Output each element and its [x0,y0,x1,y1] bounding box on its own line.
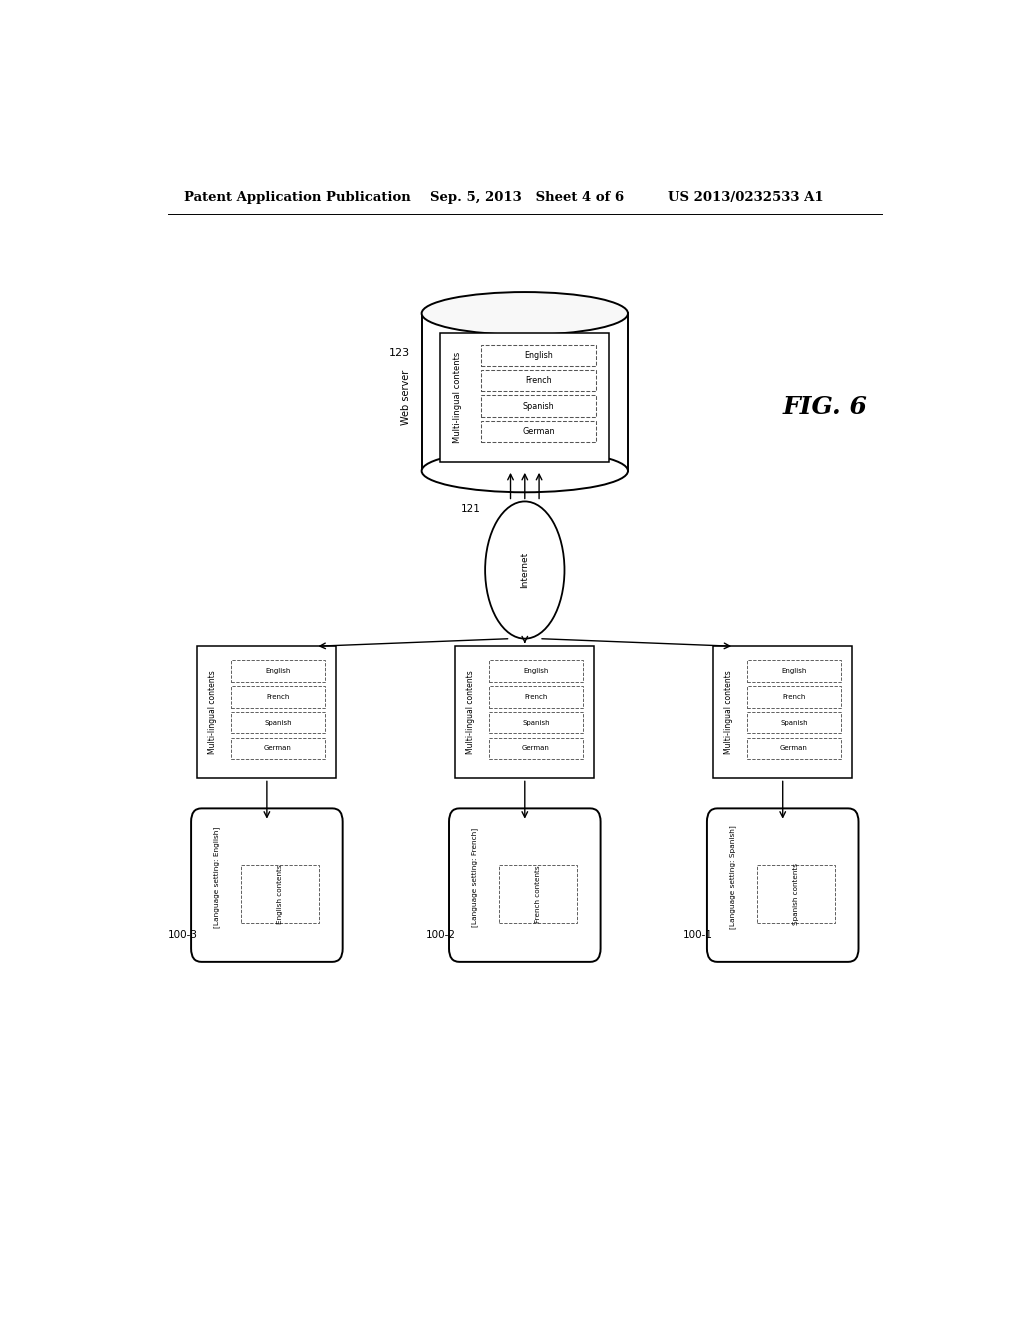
Text: Spanish: Spanish [264,719,292,726]
Text: French: French [524,694,548,700]
Text: German: German [522,746,550,751]
Text: English: English [781,668,807,675]
Text: Sep. 5, 2013   Sheet 4 of 6: Sep. 5, 2013 Sheet 4 of 6 [430,190,624,203]
Ellipse shape [485,502,564,639]
Text: Web server: Web server [400,370,411,425]
FancyBboxPatch shape [488,711,583,734]
Text: German: German [780,746,808,751]
Text: 100-1: 100-1 [683,929,714,940]
FancyBboxPatch shape [230,711,326,734]
Text: French contents: French contents [535,865,541,923]
Text: Multi-lingual contents: Multi-lingual contents [208,671,217,754]
FancyBboxPatch shape [230,686,326,708]
Text: Spanish: Spanish [522,401,554,411]
Text: Spanish: Spanish [522,719,550,726]
FancyBboxPatch shape [746,660,841,682]
Text: Multi-lingual contents: Multi-lingual contents [466,671,475,754]
FancyBboxPatch shape [481,345,596,366]
FancyBboxPatch shape [746,738,841,759]
FancyBboxPatch shape [241,865,319,923]
Text: [Language setting: French]: [Language setting: French] [471,828,478,927]
Text: Multi-lingual contents: Multi-lingual contents [724,671,732,754]
FancyBboxPatch shape [481,370,596,392]
Text: French: French [782,694,806,700]
FancyBboxPatch shape [499,865,578,923]
FancyBboxPatch shape [714,647,852,779]
FancyBboxPatch shape [488,686,583,708]
FancyBboxPatch shape [422,313,628,471]
Text: 100-2: 100-2 [425,929,456,940]
FancyBboxPatch shape [746,711,841,734]
Text: [Language setting: Spanish]: [Language setting: Spanish] [729,825,736,929]
FancyBboxPatch shape [757,865,836,923]
Text: English: English [265,668,291,675]
FancyBboxPatch shape [481,396,596,417]
Ellipse shape [422,292,628,335]
Text: French: French [525,376,552,385]
FancyBboxPatch shape [230,660,326,682]
FancyBboxPatch shape [488,660,583,682]
Text: Multi-lingual contents: Multi-lingual contents [453,351,462,444]
FancyBboxPatch shape [488,738,583,759]
Text: Internet: Internet [520,552,529,589]
Text: 121: 121 [461,504,481,513]
FancyBboxPatch shape [230,738,326,759]
Text: German: German [522,426,555,436]
Text: US 2013/0232533 A1: US 2013/0232533 A1 [668,190,823,203]
Text: English: English [524,351,553,360]
Text: Patent Application Publication: Patent Application Publication [183,190,411,203]
Text: German: German [264,746,292,751]
Text: FIG. 6: FIG. 6 [782,396,867,420]
Text: English: English [523,668,549,675]
Text: [Language setting: English]: [Language setting: English] [213,826,220,928]
Text: 100-3: 100-3 [168,929,198,940]
FancyBboxPatch shape [449,808,601,962]
Ellipse shape [422,450,628,492]
FancyBboxPatch shape [707,808,858,962]
FancyBboxPatch shape [440,333,609,462]
FancyBboxPatch shape [746,686,841,708]
Text: Spanish contents: Spanish contents [793,863,799,925]
FancyBboxPatch shape [198,647,336,779]
Text: English contents: English contents [276,865,283,924]
FancyBboxPatch shape [481,421,596,442]
FancyBboxPatch shape [456,647,594,779]
Text: 123: 123 [388,347,410,358]
Text: French: French [266,694,290,700]
Text: Spanish: Spanish [780,719,808,726]
FancyBboxPatch shape [191,808,343,962]
